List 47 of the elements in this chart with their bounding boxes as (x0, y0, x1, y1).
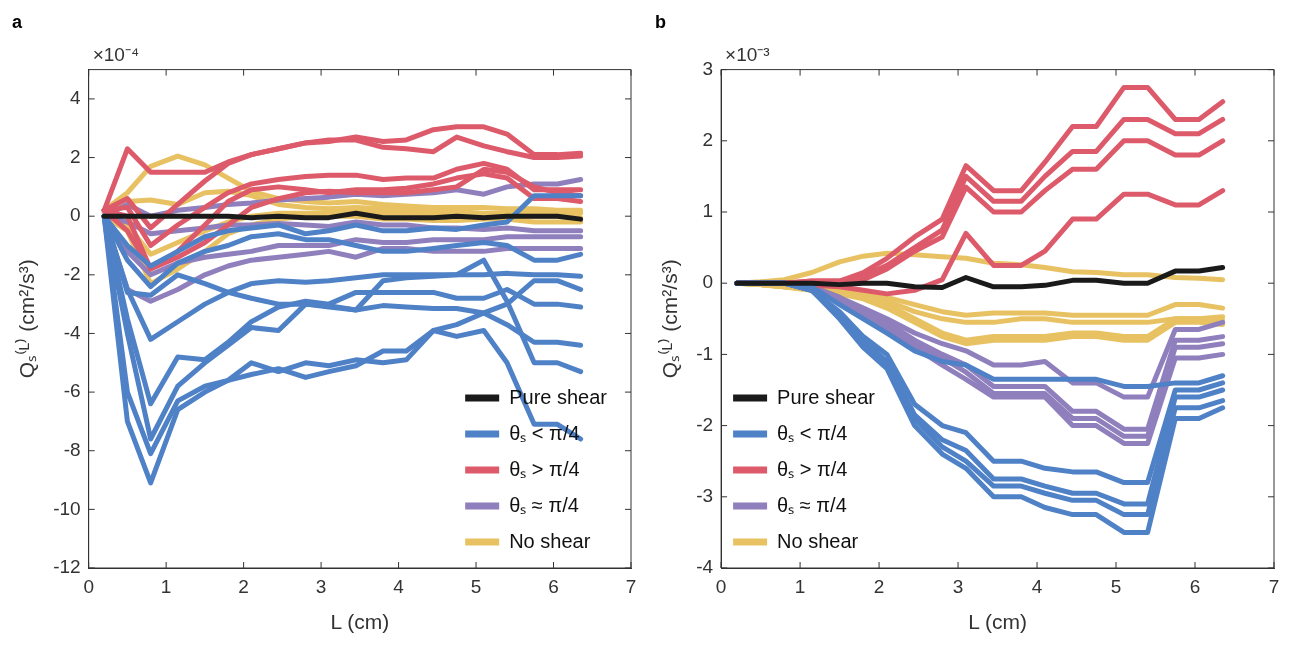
x-tick-label: 3 (315, 575, 327, 597)
y-tick-label: 2 (702, 129, 714, 151)
y-tick-label: -2 (696, 413, 714, 435)
x-axis-title: L (cm) (330, 610, 390, 634)
text: ×10⁻³ (725, 44, 770, 66)
y-tick-label: -4 (63, 321, 82, 343)
y-tick-label: 4 (70, 87, 82, 109)
y-tick-label: -8 (63, 438, 81, 460)
x-axis-title: L (cm) (968, 610, 1027, 634)
legend-label: θₛ > π/4 (509, 457, 580, 480)
y-tick-label: -10 (53, 497, 81, 519)
legend-label: θₛ < π/4 (777, 421, 848, 444)
y-tick-label: 0 (70, 204, 81, 226)
x-tick-label: 1 (794, 575, 806, 597)
legend-label: θₛ > π/4 (777, 457, 848, 480)
x-tick-label: 3 (952, 575, 964, 597)
legend-label: θₛ ≈ π/4 (509, 493, 579, 516)
x-tick-label: 5 (1110, 575, 1122, 597)
y-tick-label: -2 (63, 263, 81, 285)
chart-title: b (655, 11, 666, 32)
y-tick-label: 0 (702, 271, 714, 293)
x-tick-label: 1 (160, 575, 172, 597)
y-tick-label: -1 (696, 342, 714, 364)
legend-label: No shear (777, 529, 859, 552)
x-tick-label: 2 (238, 575, 249, 597)
x-tick-label: 4 (1031, 575, 1043, 597)
y-tick-label: 3 (702, 57, 714, 79)
chart-title: a (12, 11, 23, 32)
text: ×10⁻⁴ (92, 44, 140, 66)
y-tick-label: 2 (70, 145, 81, 167)
legend-label: Pure shear (777, 385, 876, 408)
x-tick-label: 7 (1268, 575, 1280, 597)
y-tick-label: -12 (53, 556, 81, 578)
y-axis-title: Qₛ⁽ᴸ⁾ (cm²/s³) (657, 259, 682, 379)
y-tick-label: 1 (702, 200, 714, 222)
legend-label: θₛ ≈ π/4 (777, 493, 847, 516)
x-tick-label: 7 (625, 575, 637, 597)
x-tick-label: 6 (548, 575, 559, 597)
legend-label: No shear (509, 529, 591, 552)
x-tick-label: 5 (470, 575, 482, 597)
y-tick-label: -4 (696, 556, 714, 578)
x-tick-label: 4 (393, 575, 405, 597)
y-axis-title: Qₛ⁽ᴸ⁾ (cm²/s³) (14, 259, 39, 379)
y-tick-label: -3 (696, 485, 714, 507)
x-tick-label: 2 (873, 575, 885, 597)
y-tick-label: -6 (63, 380, 81, 402)
x-tick-label: 6 (1189, 575, 1201, 597)
